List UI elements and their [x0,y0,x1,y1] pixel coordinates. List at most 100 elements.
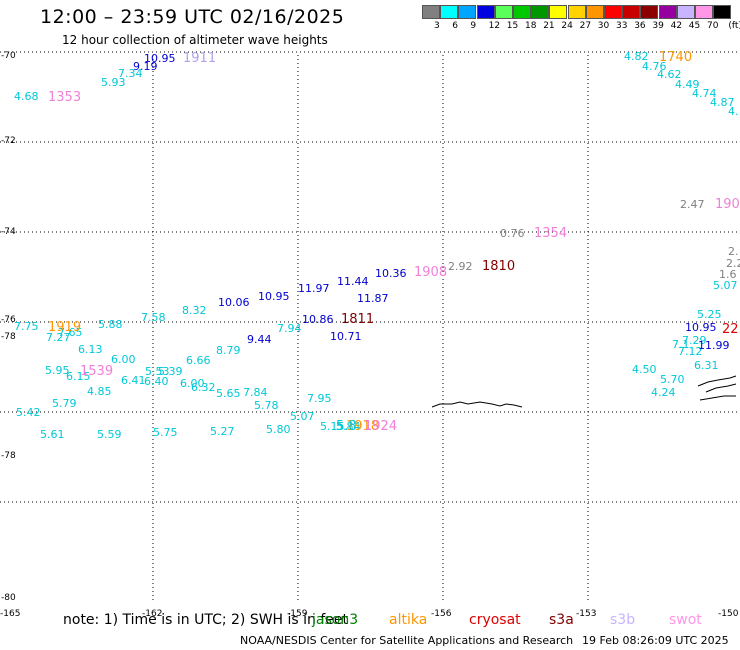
colorbar-label: 6 [452,21,458,31]
wave-height-label: 9.44 [247,333,272,346]
map-subtitle: 12 hour collection of altimeter wave hei… [62,33,328,47]
wave-height-label: 6.31 [694,359,719,372]
wave-height-label: 2.2 [726,257,740,270]
wave-height-label: 11.99 [698,339,730,352]
wave-height-label: 4. [728,105,739,118]
units-note: note: 1) Time is in UTC; 2) SWH is in fe… [63,612,349,628]
coastline-marie-byrd-land [697,375,737,401]
wave-height-label: 5.84 [336,420,361,433]
colorbar-label: 36 [634,21,646,31]
wave-height-label: 5.25 [697,308,722,321]
wave-height-label: 5.07 [713,279,738,292]
wave-height-label: 6.41 [121,374,146,387]
wave-height-label: 1.6 [719,268,737,281]
colorbar-label: 27 [579,21,592,31]
colorbar-swatch [585,5,604,19]
wave-height-label: 10.95 [258,290,290,303]
wave-height-label: 4.87 [710,96,735,109]
latitude-label: -78 [1,332,16,342]
longitude-labels: -165 -162 -159 -156 -153 -150 [0,609,739,619]
pass-time-tags: 1911 1353 1740 190 1354 1908 1810 1811 22 1919 153… [48,50,740,434]
pass-time-tag: 5.8 [336,419,357,434]
colorbar-swatch [604,5,622,19]
latitude-label: -76 [1,315,16,325]
colorbar-label: 9 [470,21,477,31]
wave-height-label: 4.24 [651,386,676,399]
wave-height-label: 7.84 [243,386,268,399]
wave-height-label: 5.93 [101,76,126,89]
colorbar-swatch [440,5,459,19]
latitude-label: -74 [1,227,16,237]
legend-s3a: s3a [549,612,574,628]
wave-height-label: 5.39 [158,365,183,378]
colorbar-label: 15 [506,21,519,31]
legend-jason3: jason3 [312,612,359,628]
colorbar-label: 45 [688,21,701,31]
pass-time-tag: 1811 [341,312,374,327]
wave-height-label: 10.06 [218,296,250,309]
wave-height-label: 6.32 [191,381,216,394]
coastline [431,375,737,408]
map-title: 12:00 – 23:59 UTC 02/16/2025 [40,6,345,28]
pass-time-tag: 190 [715,197,740,212]
wave-height-label: 7.95 [307,392,332,405]
wave-height-label: 6.00 [111,353,136,366]
wave-height-label: 10.86 [302,313,334,326]
wave-height-label: 5.65 [216,387,241,400]
colorbar-unit: (ft) [728,21,740,31]
latitude-label: -70 [1,51,16,61]
wave-height-label: 2.92 [448,260,473,273]
colorbar-swatch [531,5,550,19]
wave-height-label: 5.75 [153,426,178,439]
wave-height-label: 10.71 [330,330,362,343]
wave-height-label: 5.95 [45,364,70,377]
latitude-label: -72 [1,136,16,146]
latitude-label: -78 [1,451,16,461]
wave-height-label: 4.74 [692,87,717,100]
wave-height-label: 7.27 [46,331,71,344]
longitude-label: -150 [718,609,739,619]
wave-height-label: 4.85 [87,385,112,398]
wave-height-label: 6.13 [78,343,103,356]
wave-height-label: 5.07 [290,410,315,423]
pass-time-tag: 1919 [48,320,81,335]
colorbar-swatch [640,5,659,19]
wave-height-label: 4.49 [675,78,700,91]
wave-height-label: 5.79 [52,397,77,410]
wave-height-label: 5.15 [320,420,345,433]
longitude-label: -162 [142,609,162,619]
colorbar-swatch [676,5,695,19]
pass-time-tag: 1908 [414,265,447,280]
credit-footer: NOAA/NESDIS Center for Satellite Applica… [240,634,574,647]
coastline-ross-ice-shelf [431,401,523,408]
longitude-label: -165 [0,609,20,619]
wave-height-label: 4.76 [642,60,667,73]
wave-height-label: 5.61 [40,428,65,441]
wave-height-label: 2.47 [680,198,705,211]
pass-time-tag: 1911 [183,51,216,66]
legend-s3b: s3b [610,612,636,628]
wave-height-label: 5.88 [98,318,123,331]
wave-height-label: 2. [728,245,739,258]
longitude-label: -153 [576,609,596,619]
colorbar-label: 24 [561,21,573,31]
pass-time-tag: 1353 [48,90,81,105]
colorbar-swatch [622,5,641,19]
wave-height-label: 6.66 [186,354,211,367]
wave-height-label: 8.32 [182,304,207,317]
colorbar-swatch [476,5,495,19]
wave-height-label: 7.75 [14,320,39,333]
latitude-labels: -70 -72 -74 -76 -78 -78 -80 [1,51,16,603]
wave-height-label: 10.95 [144,52,176,65]
wave-height-label: 7.58 [141,311,166,324]
wave-height-label: 10.36 [375,267,407,280]
longitude-label: -156 [431,609,452,619]
colorbar-label: 33 [616,21,628,31]
latitude-label: -80 [1,593,16,603]
legend-cryosat: cryosat [469,612,521,628]
wave-height-label: 4.82 [624,50,649,63]
colorbar-label: 39 [652,21,664,31]
wave-height-label: 8.79 [216,344,241,357]
wave-height-label: 5.80 [266,423,291,436]
wave-height-label: 4.50 [632,363,657,376]
